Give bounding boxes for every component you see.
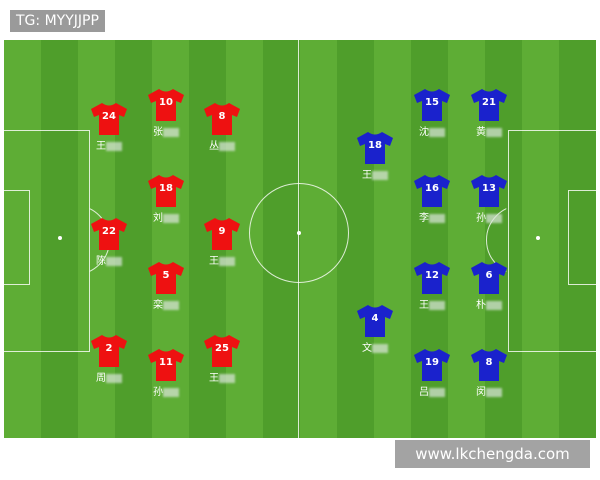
jersey-icon xyxy=(471,89,507,121)
jersey-icon xyxy=(414,349,450,381)
home-player: 22 陈 xyxy=(79,217,139,267)
jersey-number: 18 xyxy=(159,183,173,194)
player-name: 孙 xyxy=(459,209,519,224)
away-player: 16 李 xyxy=(402,174,462,224)
player-name: 张 xyxy=(136,123,196,138)
jersey-number: 10 xyxy=(159,97,173,108)
jersey-number: 19 xyxy=(425,357,439,368)
jersey-icon xyxy=(91,218,127,250)
jersey-icon xyxy=(204,218,240,250)
jersey-number: 15 xyxy=(425,97,439,108)
jersey-number: 6 xyxy=(485,270,493,281)
player-name: 王 xyxy=(345,166,405,181)
jersey-number: 21 xyxy=(482,97,496,108)
jersey-number: 8 xyxy=(485,357,493,368)
home-player: 11 孙 xyxy=(136,348,196,398)
jersey-number: 2 xyxy=(105,343,113,354)
home-player: 25 王 xyxy=(192,334,252,384)
player-name: 王 xyxy=(192,369,252,384)
jersey-icon xyxy=(414,89,450,121)
left-goal-box xyxy=(2,190,30,285)
channel-label: TG: MYYJJPP xyxy=(10,10,105,32)
player-name: 刘 xyxy=(136,209,196,224)
player-name: 王 xyxy=(192,252,252,267)
jersey-icon xyxy=(148,89,184,121)
jersey-icon xyxy=(204,103,240,135)
player-name: 陈 xyxy=(79,252,139,267)
player-name: 丛 xyxy=(192,137,252,152)
jersey-number: 8 xyxy=(218,111,226,122)
player-name: 黄 xyxy=(459,123,519,138)
jersey-number: 25 xyxy=(215,343,229,354)
center-spot xyxy=(297,231,301,235)
left-penalty-spot xyxy=(58,236,62,240)
center-circle xyxy=(249,183,349,283)
right-goal-box xyxy=(568,190,598,285)
jersey-number: 18 xyxy=(368,140,382,151)
jersey-number: 13 xyxy=(482,183,496,194)
player-name: 朴 xyxy=(459,296,519,311)
player-name: 李 xyxy=(402,209,462,224)
away-player: 13 孙 xyxy=(459,174,519,224)
jersey-number: 11 xyxy=(159,357,173,368)
jersey-number: 24 xyxy=(102,111,116,122)
jersey-icon xyxy=(91,103,127,135)
jersey-number: 12 xyxy=(425,270,439,281)
jersey-icon xyxy=(471,175,507,207)
home-player: 24 王 xyxy=(79,102,139,152)
away-player: 21 黄 xyxy=(459,88,519,138)
jersey-icon xyxy=(471,262,507,294)
away-player: 12 王 xyxy=(402,261,462,311)
jersey-icon xyxy=(414,262,450,294)
jersey-icon xyxy=(357,305,393,337)
player-name: 吕 xyxy=(402,383,462,398)
jersey-icon xyxy=(148,175,184,207)
away-player: 19 吕 xyxy=(402,348,462,398)
home-player: 18 刘 xyxy=(136,174,196,224)
away-player: 15 沈 xyxy=(402,88,462,138)
player-name: 孙 xyxy=(136,383,196,398)
jersey-icon xyxy=(148,349,184,381)
player-name: 文 xyxy=(345,339,405,354)
jersey-icon xyxy=(357,132,393,164)
jersey-number: 22 xyxy=(102,226,116,237)
player-name: 栾 xyxy=(136,296,196,311)
away-player: 18 王 xyxy=(345,131,405,181)
home-player: 10 张 xyxy=(136,88,196,138)
jersey-icon xyxy=(414,175,450,207)
jersey-number: 9 xyxy=(218,226,226,237)
jersey-icon xyxy=(204,335,240,367)
jersey-number: 4 xyxy=(371,313,379,324)
jersey-number: 5 xyxy=(162,270,170,281)
watermark: www.lkchengda.com xyxy=(395,440,590,468)
player-name: 王 xyxy=(79,137,139,152)
player-name: 沈 xyxy=(402,123,462,138)
jersey-icon xyxy=(91,335,127,367)
player-name: 闵 xyxy=(459,383,519,398)
jersey-icon xyxy=(471,349,507,381)
player-name: 王 xyxy=(402,296,462,311)
right-penalty-spot xyxy=(536,236,540,240)
player-name: 周 xyxy=(79,369,139,384)
jersey-icon xyxy=(148,262,184,294)
jersey-number: 16 xyxy=(425,183,439,194)
